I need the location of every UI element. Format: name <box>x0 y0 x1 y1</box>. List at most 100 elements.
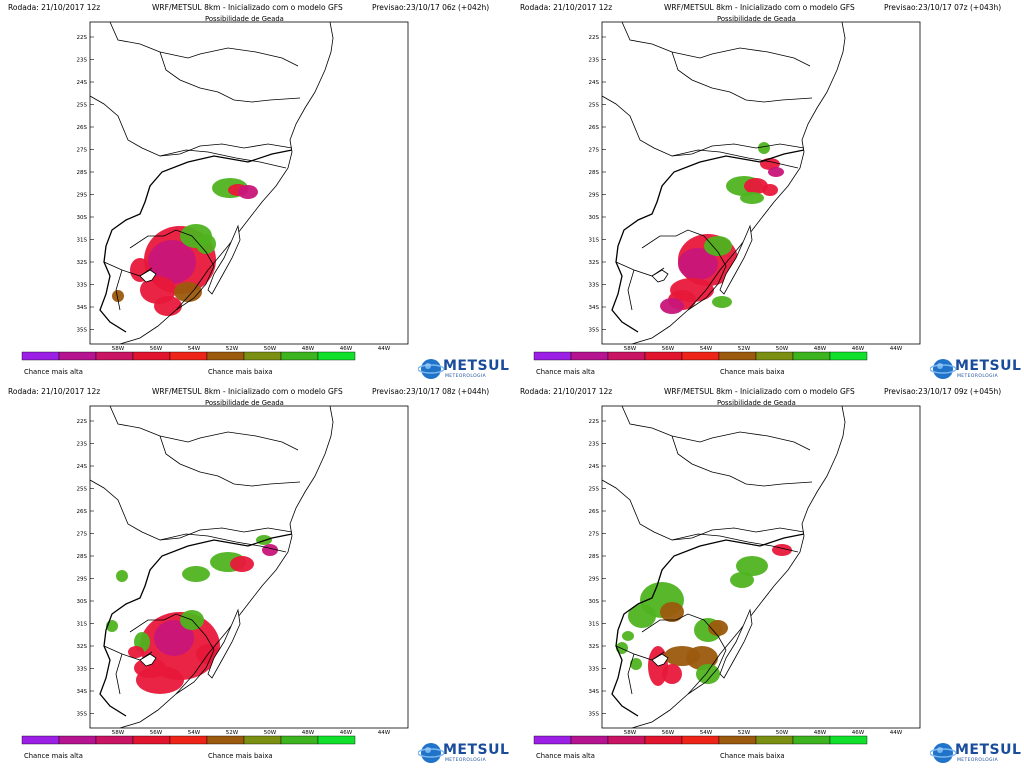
logo-tagline: METEOROLOGIA <box>445 374 487 379</box>
river <box>651 269 669 283</box>
colorbar-swatch <box>718 735 757 745</box>
colorbar-swatch <box>755 735 794 745</box>
frost-area <box>230 556 254 572</box>
frost-map: 22S 23S 24S 25S 26S 27S 28S 29S 30S 31S 32S 33S 34S 3… <box>21 21 409 361</box>
lon-tick-label: 44W <box>890 730 903 736</box>
lon-tick-label: 48W <box>814 346 827 352</box>
frost-area <box>154 620 194 656</box>
lat-tick-label: 22S <box>77 419 88 425</box>
lon-tick-label: 50W <box>264 730 277 736</box>
frost-area <box>148 240 196 284</box>
lat-tick-label: 25S <box>589 103 600 109</box>
colorbar-swatch <box>95 735 134 745</box>
boundary-line <box>631 22 846 344</box>
frost-area <box>686 646 718 670</box>
logo-text: METSUL <box>955 742 1022 758</box>
boundary-line <box>671 149 799 169</box>
lat-tick-label: 28S <box>77 170 88 176</box>
frost-map: 22S 23S 24S 25S 26S 27S 28S 29S 30S 31S 32S 33S 34S 3… <box>533 405 921 745</box>
frost-map: 22S 23S 24S 25S 26S 27S 28S 29S 30S 31S 32S 33S 34S 3… <box>533 21 921 361</box>
frost-area <box>128 646 144 658</box>
boundary-line <box>671 435 813 487</box>
colorbar-swatch <box>21 351 60 361</box>
lat-tick-label: 35S <box>589 712 600 718</box>
lon-tick-label: 44W <box>890 346 903 352</box>
lat-tick-label: 24S <box>589 464 600 470</box>
frost-area <box>712 296 732 308</box>
forecast-label: Previsao:23/10/17 06z (+042h) <box>372 3 490 12</box>
frost-area <box>762 184 778 196</box>
frost-area <box>740 192 764 204</box>
boundary-line <box>615 261 665 311</box>
river <box>139 653 157 667</box>
frost-area <box>662 664 682 684</box>
lat-tick-label: 34S <box>77 689 88 695</box>
colorbar-swatch <box>644 735 683 745</box>
forecast-label: Previsao:23/10/17 08z (+044h) <box>372 387 490 396</box>
colorbar-high-label: Chance mais alta <box>24 368 83 376</box>
lat-tick-label: 22S <box>589 419 600 425</box>
map-panel-3: Rodada: 21/10/2017 12z WRF/METSUL 8km - I… <box>0 384 512 768</box>
colorbar-swatch <box>95 351 134 361</box>
boundary-line <box>129 613 215 695</box>
colorbar-swatch <box>829 351 868 361</box>
colorbar-swatch <box>169 735 208 745</box>
run-label: Rodada: 21/10/2017 12z <box>8 3 101 12</box>
colorbar-high-label: Chance mais alta <box>536 368 595 376</box>
frost-area <box>708 620 728 636</box>
colorbar-swatch <box>243 351 282 361</box>
lat-tick-label: 32S <box>589 260 600 266</box>
frost-area <box>134 658 166 678</box>
colorbar-swatch <box>718 351 757 361</box>
frost-area <box>704 236 732 256</box>
logo-text: METSUL <box>955 358 1022 374</box>
lat-tick-label: 26S <box>589 125 600 131</box>
lat-tick-label: 30S <box>589 599 600 605</box>
colorbar-swatch <box>792 735 831 745</box>
colorbar-high-label: Chance mais alta <box>24 752 83 760</box>
lon-tick-label: 50W <box>776 730 789 736</box>
lat-tick-label: 31S <box>589 622 600 628</box>
frost-area <box>112 290 124 302</box>
boundary-line <box>159 51 301 103</box>
lat-tick-label: 34S <box>589 689 600 695</box>
lat-tick-label: 35S <box>589 328 600 334</box>
lat-tick-label: 31S <box>589 238 600 244</box>
map-panel-1: Rodada: 21/10/2017 12z WRF/METSUL 8km - I… <box>0 0 512 384</box>
run-label: Rodada: 21/10/2017 12z <box>520 387 613 396</box>
lon-tick-label: 48W <box>302 730 315 736</box>
frost-area <box>154 296 182 316</box>
lon-tick-label: 58W <box>624 730 637 736</box>
colorbar-swatch <box>829 735 868 745</box>
boundary-line <box>602 95 805 157</box>
boundary-line <box>119 22 334 344</box>
lat-tick-label: 23S <box>589 58 600 64</box>
lon-tick-label: 56W <box>150 730 163 736</box>
colorbar-swatch <box>132 351 171 361</box>
lat-tick-label: 25S <box>589 487 600 493</box>
globe-icon <box>930 743 956 763</box>
colorbar-swatch <box>206 351 245 361</box>
frost-area <box>628 604 656 628</box>
colorbar-swatch <box>132 735 171 745</box>
boundary-line <box>129 229 215 311</box>
frost-map: 22S 23S 24S 25S 26S 27S 28S 29S 30S 31S 32S 33S 34S 3… <box>21 405 409 745</box>
lat-tick-label: 32S <box>77 644 88 650</box>
forecast-label: Previsao:23/10/17 07z (+043h) <box>884 3 1002 12</box>
lon-tick-label: 58W <box>112 346 125 352</box>
lon-tick-label: 52W <box>738 346 751 352</box>
lon-tick-label: 54W <box>700 730 713 736</box>
frost-area <box>182 566 210 582</box>
lon-tick-label: 48W <box>814 730 827 736</box>
globe-icon <box>418 743 444 763</box>
colorbar-low-label: Chance mais baixa <box>720 368 785 376</box>
map-subtitle: Possibilidade de Geada <box>717 15 796 23</box>
lon-tick-label: 52W <box>226 730 239 736</box>
colorbar-high-label: Chance mais alta <box>536 752 595 760</box>
frost-area <box>622 631 634 641</box>
lat-tick-label: 23S <box>77 58 88 64</box>
lat-tick-label: 25S <box>77 487 88 493</box>
boundary-line <box>671 533 799 553</box>
boundary-line <box>602 479 805 541</box>
lat-tick-label: 31S <box>77 238 88 244</box>
